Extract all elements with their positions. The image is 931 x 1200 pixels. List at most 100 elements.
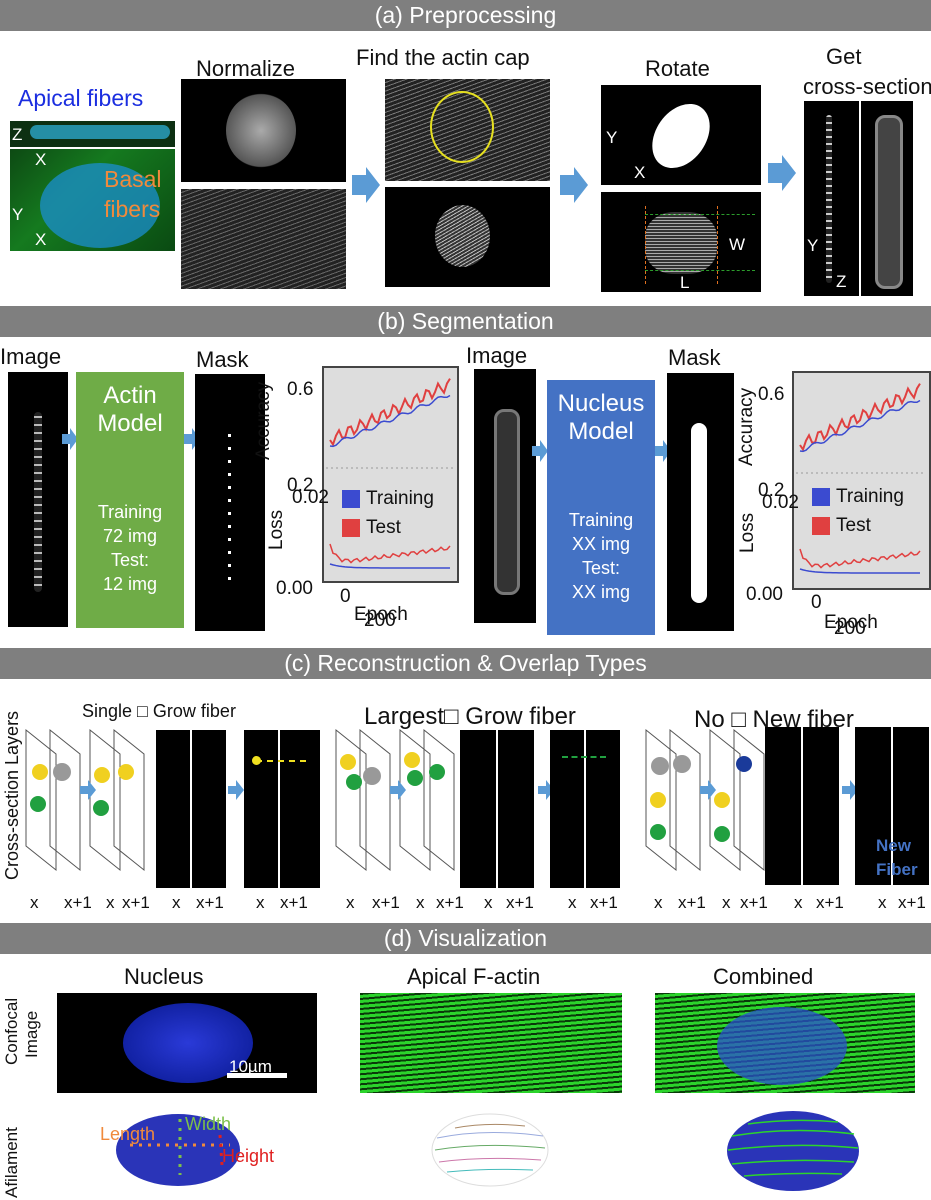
nucleus-model-title-1: Nucleus xyxy=(557,390,645,417)
x-label: x xyxy=(346,893,355,912)
recon-frame-2d xyxy=(586,730,620,888)
arrow-right-icon xyxy=(560,167,588,203)
rotated-actin-image xyxy=(601,192,761,292)
confocal-nucleus-image xyxy=(57,993,317,1093)
cross-section-nucleus-image xyxy=(861,101,913,296)
seg-image-label: Image xyxy=(0,344,62,369)
x1-label: x+1 xyxy=(122,893,150,912)
nucleus-tick-200: 200 xyxy=(834,618,866,639)
normalize-label: Normalize xyxy=(196,56,296,81)
find-actin-cap-label: Find the actin cap xyxy=(356,45,530,70)
overlap-type-2: Largest□ Grow fiber xyxy=(364,703,576,730)
training-swatch xyxy=(342,489,360,508)
scale-bar-label: 10µm xyxy=(229,1057,272,1076)
x1-label: x+1 xyxy=(280,893,308,912)
axis-z-label: Z xyxy=(12,125,23,144)
nucleus-3d-render xyxy=(116,1114,240,1186)
x1-label: x+1 xyxy=(436,893,464,912)
recon-frame-1a xyxy=(156,730,190,888)
actin-cap-image xyxy=(385,79,550,181)
nucleus-training-chart xyxy=(796,383,925,574)
overlap-type-1: Single □ Grow fiber xyxy=(82,701,236,721)
layer-planes-group-3 xyxy=(645,728,765,872)
x1-label: x+1 xyxy=(816,893,844,912)
cross-section-label: cross-section xyxy=(803,74,931,99)
actin-loss-ylabel: Loss xyxy=(266,509,287,550)
recon-frame-2c xyxy=(550,730,584,888)
nucleus-chart-frame xyxy=(792,371,931,590)
x1-label: x+1 xyxy=(898,893,926,912)
nucleus-legend-training: Training xyxy=(812,486,904,508)
actin-accuracy-ylabel: Accuracy xyxy=(253,381,274,460)
actin-tick-02: 0.2 xyxy=(287,475,314,496)
x1-label: x+1 xyxy=(372,893,400,912)
x-label: x xyxy=(106,893,115,912)
cross-section-actin-image xyxy=(804,101,859,296)
training-loss-line xyxy=(799,568,921,574)
actin-test-count: 12 img xyxy=(102,574,158,594)
x-label: x xyxy=(416,893,425,912)
arrow-right-icon xyxy=(62,428,78,450)
actin-training-chart xyxy=(326,378,455,569)
width-annotation: Width xyxy=(185,1114,232,1134)
x1-label: x+1 xyxy=(740,893,768,912)
cs-axis-y: Y xyxy=(807,236,819,255)
apical-fibers-label: Apical fibers xyxy=(18,85,144,111)
nucleus-tick-02: 0.2 xyxy=(758,480,785,501)
section-a-header: (a) Preprocessing xyxy=(0,0,931,31)
actin-epoch-label: Epoch xyxy=(354,604,408,625)
actin-test-label: Test: xyxy=(110,550,149,570)
recon-frame-1c xyxy=(244,730,278,888)
actin-tick-000: 0.00 xyxy=(276,578,313,599)
recon-frame-3d xyxy=(893,727,929,885)
seg-mask-label: Mask xyxy=(196,347,249,372)
nucleus-tick-002: 0.02 xyxy=(762,492,799,513)
layer-planes-group-2 xyxy=(335,728,455,872)
width-label: W xyxy=(729,235,746,254)
x1-label: x+1 xyxy=(64,893,92,912)
new-fiber-label-1: New xyxy=(876,836,911,855)
nucleus-mask-image xyxy=(667,373,734,631)
x1-label: x+1 xyxy=(590,893,618,912)
actin-legend-training: Training xyxy=(342,488,434,510)
actin-tick-0: 0 xyxy=(340,586,351,607)
get-label: Get xyxy=(826,44,862,69)
actin-tick-06: 0.6 xyxy=(287,379,314,400)
yellow-fiber-marker xyxy=(252,756,261,765)
actin-training-count: 72 img xyxy=(102,526,158,546)
grow-fiber-link-2 xyxy=(562,756,606,758)
actin-tick-002: 0.02 xyxy=(292,487,329,508)
nucleus-training-label: Training xyxy=(568,510,634,530)
layer-planes-group-1 xyxy=(25,728,145,872)
nucleus-accuracy-ylabel: Accuracy xyxy=(736,387,757,466)
x-label: x xyxy=(172,893,181,912)
vis-apical-label: Apical F-actin xyxy=(407,964,541,989)
nucleus-training-count: XX img xyxy=(571,534,631,554)
actin-legend-test: Test xyxy=(342,517,401,539)
reconstruction-diagram xyxy=(25,728,858,872)
recon-frame-3a xyxy=(765,727,801,885)
confocal-label: Confocal xyxy=(2,997,21,1065)
axis-x-label: X xyxy=(35,150,47,169)
test-swatch xyxy=(342,518,360,537)
actin-model-box: Actin Model Training 72 img Test: 12 img xyxy=(76,372,184,628)
actin-mask-image xyxy=(195,374,265,631)
cs-axis-z: Z xyxy=(836,272,847,291)
nucleus-model-title-2: Model xyxy=(568,418,634,445)
axis-x-label-2: X xyxy=(35,230,47,249)
image-label: Image xyxy=(22,1010,41,1058)
x-label: x xyxy=(794,893,803,912)
x1-label: x+1 xyxy=(678,893,706,912)
training-accuracy-line xyxy=(329,394,451,448)
recon-frame-1d xyxy=(280,730,320,888)
nucleus-loss-ylabel: Loss xyxy=(737,512,758,553)
x-label: x xyxy=(654,893,663,912)
basal-fibers-label-2: fibers xyxy=(104,196,161,222)
arrow-right-icon xyxy=(352,167,380,203)
actin-model-title-2: Model xyxy=(97,410,163,437)
nucleus-legend-test: Test xyxy=(812,515,871,537)
actin-chart-frame xyxy=(322,366,459,583)
recon-frame-1b xyxy=(192,730,226,888)
x-label: x xyxy=(30,893,39,912)
rotate-axis-y: Y xyxy=(606,128,618,147)
